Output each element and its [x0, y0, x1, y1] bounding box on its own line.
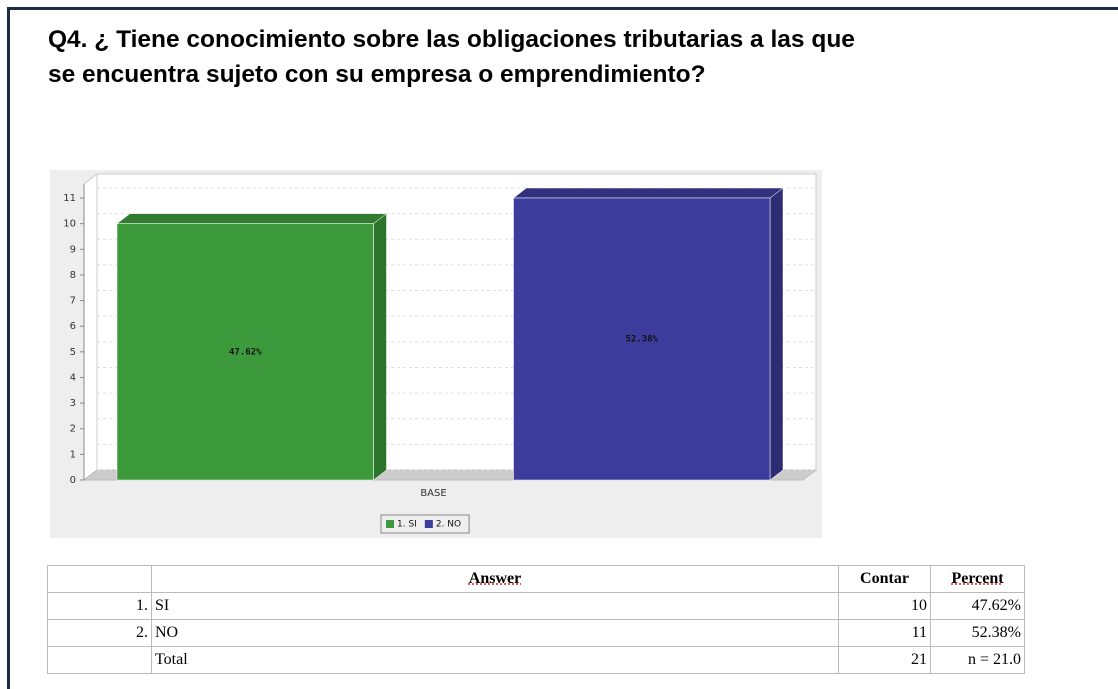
row-index	[47, 646, 152, 674]
percent: n = 21.0	[930, 646, 1025, 674]
cell: Answer	[151, 565, 839, 593]
legend-swatch	[424, 520, 433, 528]
legend-box	[380, 514, 470, 534]
percent: 52.38%	[930, 619, 1025, 647]
value-label: 47.62%	[229, 347, 262, 357]
title-line: se encuentra sujeto con su empresa o emp…	[48, 61, 706, 88]
table-row: Total 21 n = 21.0	[47, 646, 1025, 674]
bar-side	[373, 213, 387, 481]
legend-entry: 2. NO	[436, 520, 461, 530]
row-index: 2.	[47, 619, 152, 647]
y-tick-label: 0	[70, 475, 76, 486]
count: 10	[838, 592, 931, 620]
side-wall	[83, 172, 98, 482]
y-tick-label: 7	[70, 296, 76, 307]
bar	[513, 197, 771, 481]
table-header: Answer Contar Percent	[47, 565, 1025, 593]
y-tick-label: 11	[63, 193, 76, 204]
answer: NO	[151, 619, 839, 647]
table-row: 1. SI 10 47.62%	[47, 592, 1025, 620]
row-index: 1.	[47, 592, 152, 620]
y-tick-label: 10	[63, 219, 76, 230]
bar	[116, 223, 374, 481]
legend-swatch	[386, 520, 394, 528]
column-header: Contar	[838, 565, 931, 593]
legend-entry: 1. SI	[397, 520, 417, 530]
cell	[47, 565, 152, 593]
title-line: Q4. ¿ Tiene conocimiento sobre las oblig…	[48, 26, 855, 53]
y-tick-label: 1	[70, 449, 76, 460]
count: 11	[838, 619, 931, 647]
y-tick-label: 2	[70, 424, 76, 435]
chart: 0 1 2 3 4 5 6 7 8 9 10 11 BASE 47.62% 52.38% 1. SI 2. NO	[50, 170, 822, 538]
y-tick-label: 6	[70, 321, 76, 332]
y-tick-label: 8	[70, 270, 76, 281]
frame	[7, 7, 10, 689]
answer: Total	[151, 646, 839, 674]
y-tick-label: 9	[70, 244, 76, 255]
y-tick-label: 4	[70, 372, 76, 383]
x-tick-label: BASE	[420, 488, 446, 499]
count: 21	[838, 646, 931, 674]
y-tick-label: 5	[70, 347, 76, 358]
question-title: Q4. ¿ Tiene conocimiento sobre las oblig…	[48, 22, 855, 92]
bar-top	[512, 187, 784, 199]
table-row: 2. NO 11 52.38%	[47, 619, 1025, 647]
cell: Percent	[930, 565, 1025, 593]
column-header: Percent	[951, 570, 1004, 587]
column-header: Answer	[468, 570, 522, 587]
percent: 47.62%	[930, 592, 1025, 620]
frame	[8, 7, 1118, 10]
answer-table: Answer Contar Percent 1. SI 10 47.62% 2. NO 11…	[47, 565, 1025, 674]
bar-top	[116, 213, 388, 224]
bar-side	[769, 187, 784, 481]
value-label: 52.38%	[625, 335, 658, 345]
answer: SI	[151, 592, 839, 620]
y-tick-label: 3	[70, 398, 76, 409]
